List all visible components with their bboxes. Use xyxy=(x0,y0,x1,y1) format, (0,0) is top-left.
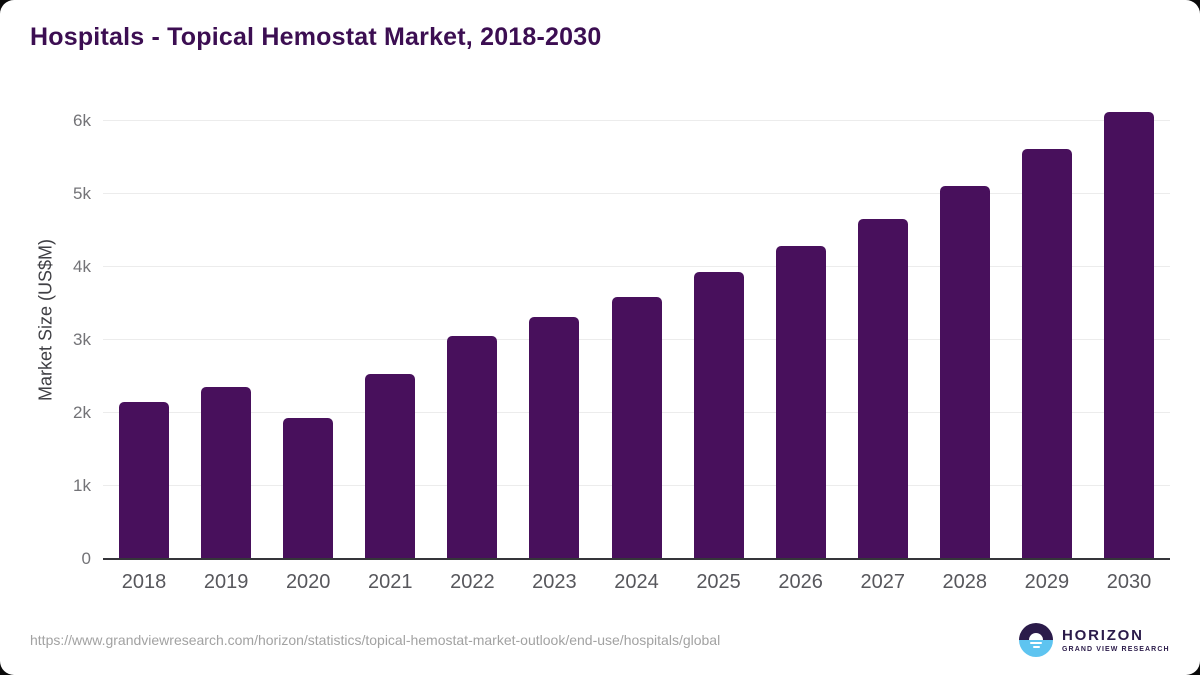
x-tick-label-2030: 2030 xyxy=(1106,571,1152,593)
logo-name: HORIZON xyxy=(1062,626,1144,644)
x-tick-label-2021: 2021 xyxy=(368,571,413,593)
x-tick-label-2027: 2027 xyxy=(860,571,905,593)
bar-2021[interactable] xyxy=(365,373,416,559)
bar-2019[interactable] xyxy=(201,386,252,559)
y-tick-label-0: 0 xyxy=(81,549,91,568)
x-axis-line xyxy=(103,558,1170,560)
x-tick-label-2024: 2024 xyxy=(614,571,659,593)
x-tick-label-2019: 2019 xyxy=(203,571,249,593)
gridline-6k xyxy=(103,120,1170,121)
x-tick-label-2025: 2025 xyxy=(696,571,741,593)
gridline-4k xyxy=(103,266,1170,267)
y-tick-label-4k: 4k xyxy=(73,257,91,276)
source-url: https://www.grandviewresearch.com/horizo… xyxy=(30,632,721,648)
x-tick-label-2020: 2020 xyxy=(285,571,331,593)
logo-subtitle: GRAND VIEW RESEARCH xyxy=(1062,645,1170,653)
gridline-5k xyxy=(103,193,1170,194)
x-tick-label-2029: 2029 xyxy=(1024,571,1070,593)
bar-2029[interactable] xyxy=(1021,149,1072,559)
y-tick-label-1k: 1k xyxy=(73,476,91,495)
y-tick-label-3k: 3k xyxy=(73,330,91,349)
x-tick-label-2026: 2026 xyxy=(778,571,823,593)
bar-2023[interactable] xyxy=(529,316,580,559)
bar-2024[interactable] xyxy=(611,296,662,559)
bar-2022[interactable] xyxy=(447,335,498,559)
horizon-logo[interactable]: HORIZON GRAND VIEW RESEARCH xyxy=(1019,623,1170,657)
x-tick-label-2023: 2023 xyxy=(532,571,577,593)
sun-reflection-icon xyxy=(1032,646,1040,648)
horizon-logo-icon xyxy=(1019,623,1053,657)
y-tick-label-2k: 2k xyxy=(73,403,91,422)
x-tick-label-2028: 2028 xyxy=(942,571,988,593)
bar-2028[interactable] xyxy=(939,185,990,559)
logo-text: HORIZON GRAND VIEW RESEARCH xyxy=(1062,628,1170,653)
x-tick-label-2022: 2022 xyxy=(450,571,495,593)
y-tick-label-6k: 6k xyxy=(73,111,91,130)
sun-reflection-icon xyxy=(1030,642,1042,644)
bar-2018[interactable] xyxy=(119,402,170,559)
plot-area xyxy=(103,111,1170,559)
bar-2027[interactable] xyxy=(857,218,908,559)
y-axis-tick-labels: 0 1k 2k 3k 4k 5k 6k xyxy=(0,111,91,568)
bar-2020[interactable] xyxy=(283,418,334,559)
x-axis-tick-labels: 2018 2019 2020 2021 2022 2023 2024 2025 2026 2027… xyxy=(103,559,1170,599)
bar-2026[interactable] xyxy=(775,245,826,559)
chart-title: Hospitals - Topical Hemostat Market, 201… xyxy=(30,23,602,51)
bar-2025[interactable] xyxy=(693,272,744,559)
bar-2030[interactable] xyxy=(1103,111,1154,559)
x-tick-label-2018: 2018 xyxy=(121,571,167,593)
sun-icon xyxy=(1029,632,1043,640)
y-tick-label-5k: 5k xyxy=(73,184,91,203)
